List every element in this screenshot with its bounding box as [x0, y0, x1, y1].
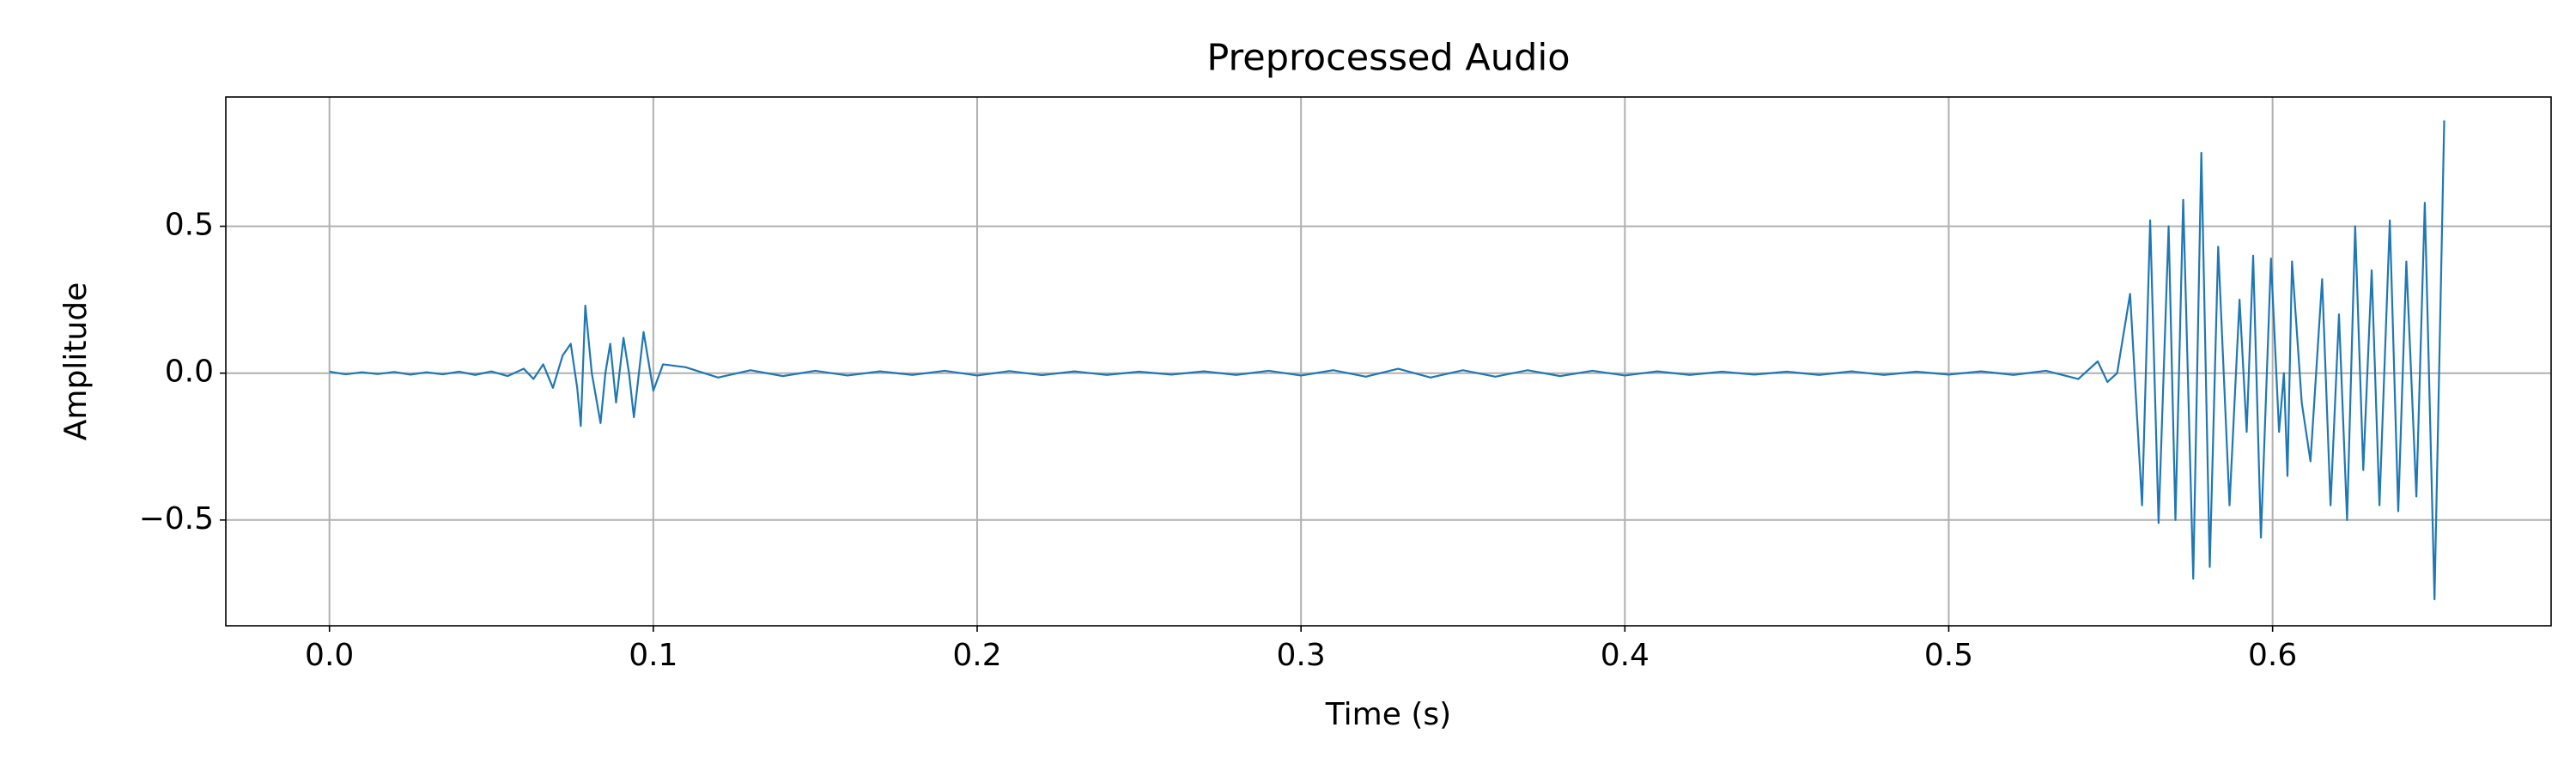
x-tick-label: 0.2	[952, 638, 1001, 673]
y-tick-label: 0.5	[165, 208, 214, 243]
x-tick-label: 0.6	[2248, 638, 2297, 673]
x-tick-label: 0.3	[1277, 638, 1326, 673]
x-tick-label: 0.1	[629, 638, 677, 673]
chart-title: Preprocessed Audio	[1206, 37, 1570, 80]
x-tick-label: 0.4	[1601, 638, 1649, 673]
waveform-line	[329, 120, 2445, 601]
y-tick-label: 0.0	[165, 355, 214, 390]
x-tick-label: 0.0	[305, 638, 354, 673]
y-tick-label: −0.5	[139, 501, 214, 537]
y-axis-label: Amplitude	[58, 282, 94, 440]
x-tick-label: 0.5	[1924, 638, 1973, 673]
x-axis-label: Time (s)	[1325, 697, 1451, 732]
plot-frame	[225, 96, 2552, 627]
